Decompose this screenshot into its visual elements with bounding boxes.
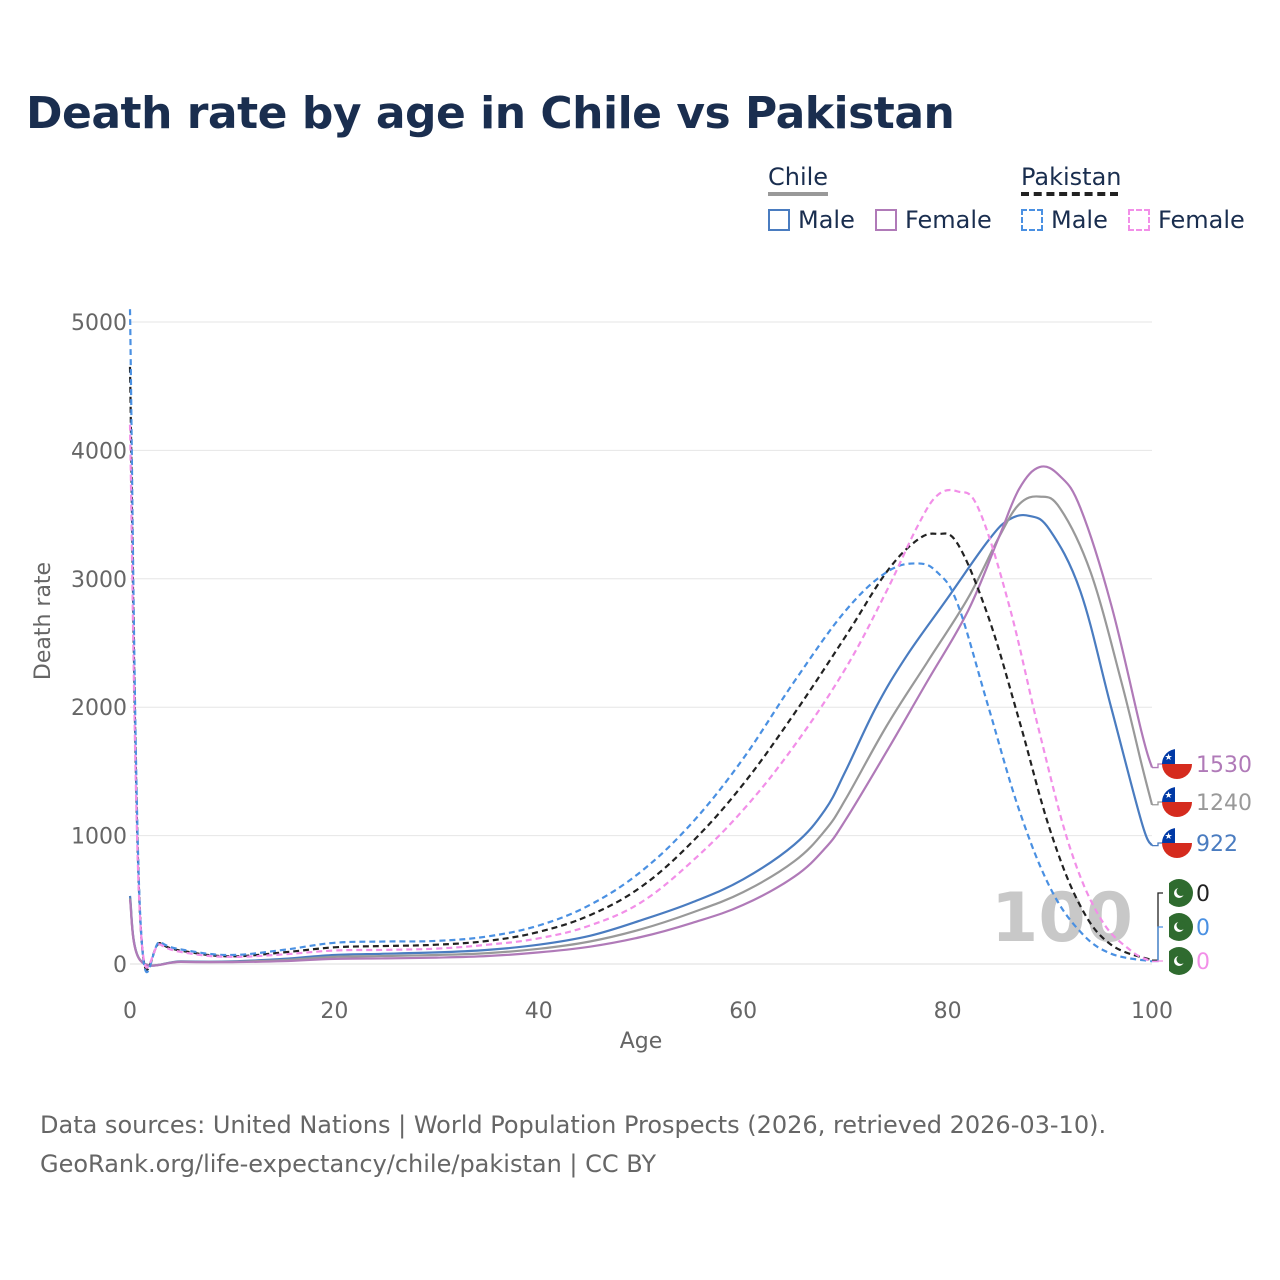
legend-swatch (875, 209, 897, 231)
x-tick-label: 60 (729, 999, 757, 1024)
age-watermark: 100 (991, 879, 1133, 958)
series-line-pakistan-female (128, 424, 1153, 969)
legend-item-pakistan-male[interactable]: Male (1021, 206, 1108, 234)
legend-label: Female (905, 206, 992, 234)
svg-text:★: ★ (1164, 753, 1172, 763)
end-connector (1152, 926, 1163, 963)
series-line-pakistan-male (128, 309, 1153, 974)
legend-rule-chile (768, 192, 828, 196)
chart-title: Death rate by age in Chile vs Pakistan (26, 88, 955, 139)
chile-flag-icon: ★ (1162, 749, 1192, 779)
legend-swatch (768, 209, 790, 231)
series-lines (128, 309, 1154, 974)
x-axis-ticks: 0 20 40 60 80 100 (123, 999, 1173, 1024)
end-value-label: 0 (1196, 916, 1210, 941)
y-tick-label: 4000 (71, 439, 127, 464)
x-tick-label: 100 (1131, 999, 1173, 1024)
y-tick-label: 3000 (71, 568, 127, 593)
legend-item-chile-female[interactable]: Female (875, 206, 992, 234)
end-connector (1152, 763, 1163, 769)
svg-text:★: ★ (1164, 791, 1172, 801)
pakistan-flag-icon (1163, 947, 1193, 975)
x-tick-label: 20 (320, 999, 348, 1024)
pakistan-flag-icon (1163, 913, 1193, 941)
x-tick-label: 0 (123, 999, 137, 1024)
legend-group-pakistan[interactable]: Pakistan (1021, 163, 1122, 191)
legend-label: Male (1051, 206, 1108, 234)
series-line-chile-male (128, 513, 1154, 967)
x-tick-label: 80 (934, 999, 962, 1024)
legend-label: Female (1158, 206, 1245, 234)
series-line-chile-both (128, 495, 1154, 967)
chile-flag-icon: ★ (1162, 828, 1192, 858)
end-labels: ★ 922 ★ 1240 ★ 1530 0 0 0 (1152, 749, 1252, 975)
legend-swatch (1021, 209, 1043, 231)
grid (130, 321, 1152, 965)
y-tick-label: 1000 (71, 825, 127, 850)
end-value-label: 0 (1196, 882, 1210, 907)
chile-flag-icon: ★ (1162, 787, 1192, 817)
pakistan-flag-icon (1163, 879, 1193, 907)
x-axis-label: Age (620, 1029, 663, 1054)
legend-group-chile[interactable]: Chile (768, 163, 829, 191)
source-note: Data sources: United Nations | World Pop… (40, 1106, 1106, 1184)
y-axis-label: Death rate (31, 562, 56, 680)
end-value-label: 1530 (1196, 753, 1252, 778)
legend-label: Male (798, 206, 855, 234)
end-value-label: 922 (1196, 832, 1238, 857)
y-tick-label: 5000 (71, 311, 127, 336)
end-value-label: 0 (1196, 950, 1210, 975)
source-line-2[interactable]: GeoRank.org/life-expectancy/chile/pakist… (40, 1150, 657, 1178)
legend-swatch (1128, 209, 1150, 231)
end-connector (1152, 842, 1163, 847)
legend-item-pakistan-female[interactable]: Female (1128, 206, 1245, 234)
y-axis-ticks: 0 1000 2000 3000 4000 5000 (71, 311, 127, 978)
x-tick-label: 40 (525, 999, 553, 1024)
source-line-1: Data sources: United Nations | World Pop… (40, 1111, 1107, 1139)
legend-rule-pakistan (1021, 192, 1118, 196)
end-value-label: 1240 (1196, 791, 1252, 816)
y-tick-label: 0 (113, 953, 127, 978)
series-line-chile-female (128, 465, 1154, 967)
y-tick-label: 2000 (71, 696, 127, 721)
end-connector (1152, 801, 1163, 806)
line-chart: 100 0 1000 2000 3000 4000 5000 0 20 40 60 80 100 A… (31, 309, 1252, 1054)
svg-text:★: ★ (1164, 832, 1172, 842)
legend: Chile Pakistan Male Female Male Female (0, 0, 1280, 260)
legend-item-chile-male[interactable]: Male (768, 206, 855, 234)
